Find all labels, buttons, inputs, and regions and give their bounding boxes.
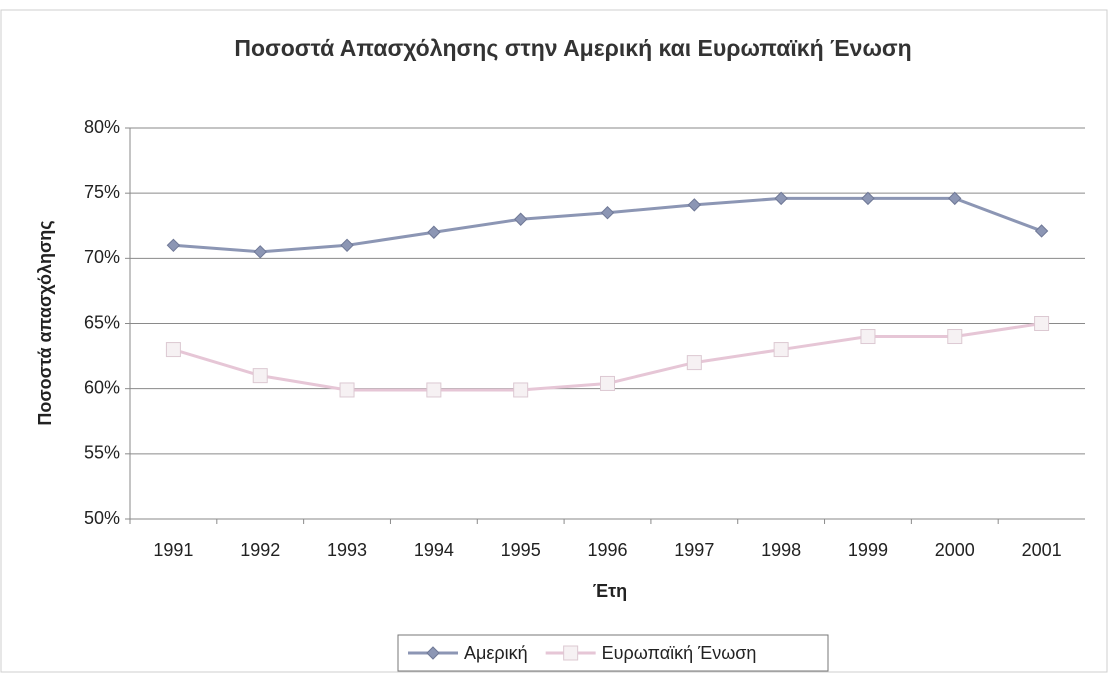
legend-label: Ευρωπαϊκή Ένωση — [602, 643, 757, 663]
legend-marker — [426, 646, 440, 660]
point — [1034, 224, 1049, 238]
point — [1034, 316, 1050, 331]
y-tick-label: 55% — [84, 443, 120, 463]
legend-box — [397, 634, 829, 672]
point — [253, 245, 267, 259]
y-tick-label: 70% — [84, 247, 120, 267]
point — [339, 382, 355, 398]
point — [948, 191, 962, 206]
chart-title: Ποσοστά Απασχόλησης στην Αμερική και Ευρ… — [234, 35, 911, 61]
point — [340, 238, 354, 253]
x-tick-label: 2000 — [935, 540, 975, 560]
point — [513, 382, 529, 398]
x-tick-label: 1999 — [848, 540, 888, 560]
point — [686, 355, 702, 371]
point — [687, 198, 702, 212]
x-tick-label: 1993 — [327, 540, 367, 560]
x-tick-label: 1992 — [240, 540, 280, 560]
point — [861, 191, 875, 206]
point — [427, 225, 441, 239]
point — [165, 342, 181, 358]
y-tick-label: 65% — [84, 312, 120, 332]
y-tick-label: 50% — [84, 508, 120, 528]
point — [252, 368, 268, 384]
x-axis-label: Έτη — [593, 581, 627, 601]
legend-label: Αμερική — [464, 643, 528, 663]
point — [773, 342, 789, 358]
point — [774, 191, 788, 206]
y-tick-label: 60% — [84, 377, 120, 397]
y-tick-label: 75% — [84, 182, 120, 202]
x-tick-label: 1995 — [501, 540, 541, 560]
point — [513, 212, 528, 226]
point — [860, 329, 876, 345]
x-tick-label: 2001 — [1022, 540, 1062, 560]
y-tick-label: 80% — [84, 117, 120, 137]
x-tick-label: 1998 — [761, 540, 801, 560]
x-tick-label: 1991 — [153, 540, 193, 560]
x-tick-label: 1994 — [414, 540, 454, 560]
point — [166, 238, 181, 253]
point — [600, 375, 615, 391]
chart-border — [0, 9, 1108, 673]
legend-marker — [563, 645, 579, 661]
point — [600, 206, 615, 220]
y-axis-label: Ποσοστά απασχόλησης — [35, 220, 55, 425]
point — [426, 382, 442, 398]
point — [947, 329, 963, 345]
x-tick-label: 1996 — [587, 540, 627, 560]
x-tick-label: 1997 — [674, 540, 714, 560]
legend: Αμερική Ευρωπαϊκή Ένωση — [397, 634, 829, 672]
